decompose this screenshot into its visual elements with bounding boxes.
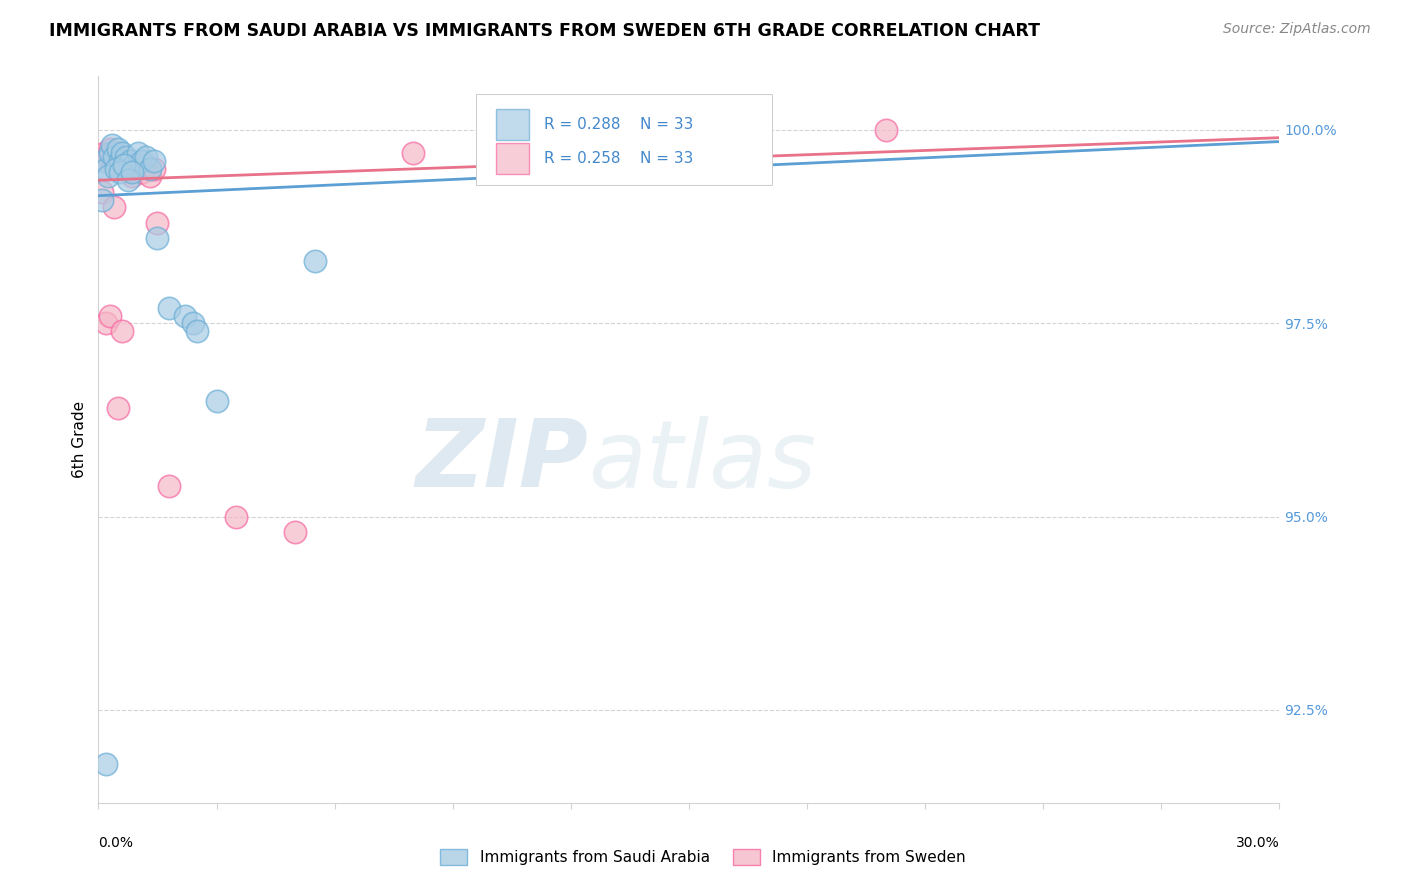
- Point: [146, 216, 169, 230]
- Point: [117, 165, 139, 179]
- Point: [131, 153, 153, 168]
- Text: R = 0.288    N = 33: R = 0.288 N = 33: [544, 117, 693, 132]
- Text: R = 0.258    N = 33: R = 0.258 N = 33: [544, 152, 693, 166]
- Bar: [496, 109, 530, 140]
- Point: [112, 158, 135, 172]
- Point: [121, 169, 143, 184]
- Point: [138, 169, 160, 184]
- Point: [146, 231, 169, 245]
- Text: IMMIGRANTS FROM SAUDI ARABIA VS IMMIGRANTS FROM SWEDEN 6TH GRADE CORRELATION CHA: IMMIGRANTS FROM SAUDI ARABIA VS IMMIGRAN…: [49, 22, 1040, 40]
- Point: [103, 200, 125, 214]
- Point: [284, 525, 307, 540]
- Text: atlas: atlas: [589, 416, 817, 507]
- Point: [205, 393, 228, 408]
- Point: [107, 142, 129, 156]
- Y-axis label: 6th Grade: 6th Grade: [72, 401, 87, 478]
- Point: [112, 161, 135, 176]
- Point: [93, 153, 115, 168]
- Point: [127, 146, 149, 161]
- Point: [107, 401, 129, 416]
- Point: [142, 161, 165, 176]
- Point: [96, 153, 118, 168]
- Point: [117, 173, 139, 187]
- Point: [91, 193, 114, 207]
- Point: [97, 150, 120, 164]
- Legend: Immigrants from Saudi Arabia, Immigrants from Sweden: Immigrants from Saudi Arabia, Immigrants…: [434, 843, 972, 871]
- Point: [225, 509, 247, 524]
- Point: [127, 158, 149, 172]
- Point: [135, 150, 157, 164]
- Point: [112, 158, 135, 172]
- Point: [105, 161, 128, 176]
- Point: [103, 146, 125, 161]
- Point: [121, 165, 143, 179]
- Point: [135, 158, 157, 172]
- Point: [111, 324, 134, 338]
- Point: [98, 146, 121, 161]
- Point: [93, 146, 115, 161]
- Point: [122, 161, 145, 176]
- Point: [105, 158, 128, 172]
- Point: [304, 254, 326, 268]
- Point: [108, 165, 131, 179]
- Point: [115, 158, 138, 172]
- Point: [181, 316, 204, 330]
- Point: [107, 150, 129, 164]
- Point: [875, 123, 897, 137]
- Point: [101, 153, 124, 168]
- Point: [103, 150, 125, 164]
- FancyBboxPatch shape: [477, 94, 772, 185]
- Point: [108, 161, 131, 176]
- Point: [118, 153, 141, 168]
- Point: [117, 161, 139, 176]
- Point: [186, 324, 208, 338]
- Point: [98, 309, 121, 323]
- Point: [96, 161, 118, 176]
- Text: 0.0%: 0.0%: [98, 836, 134, 849]
- Point: [98, 142, 121, 156]
- Point: [157, 479, 180, 493]
- Text: Source: ZipAtlas.com: Source: ZipAtlas.com: [1223, 22, 1371, 37]
- Point: [108, 153, 131, 168]
- Point: [174, 309, 197, 323]
- Bar: [496, 144, 530, 174]
- Point: [122, 158, 145, 172]
- Point: [96, 316, 118, 330]
- Point: [91, 185, 114, 199]
- Point: [101, 138, 124, 153]
- Point: [142, 153, 165, 168]
- Point: [118, 158, 141, 172]
- Point: [402, 146, 425, 161]
- Point: [97, 169, 120, 184]
- Point: [138, 161, 160, 176]
- Point: [131, 165, 153, 179]
- Point: [115, 150, 138, 164]
- Point: [157, 301, 180, 315]
- Text: 30.0%: 30.0%: [1236, 836, 1279, 849]
- Point: [111, 153, 134, 168]
- Point: [111, 146, 134, 161]
- Point: [96, 757, 118, 772]
- Text: ZIP: ZIP: [416, 415, 589, 508]
